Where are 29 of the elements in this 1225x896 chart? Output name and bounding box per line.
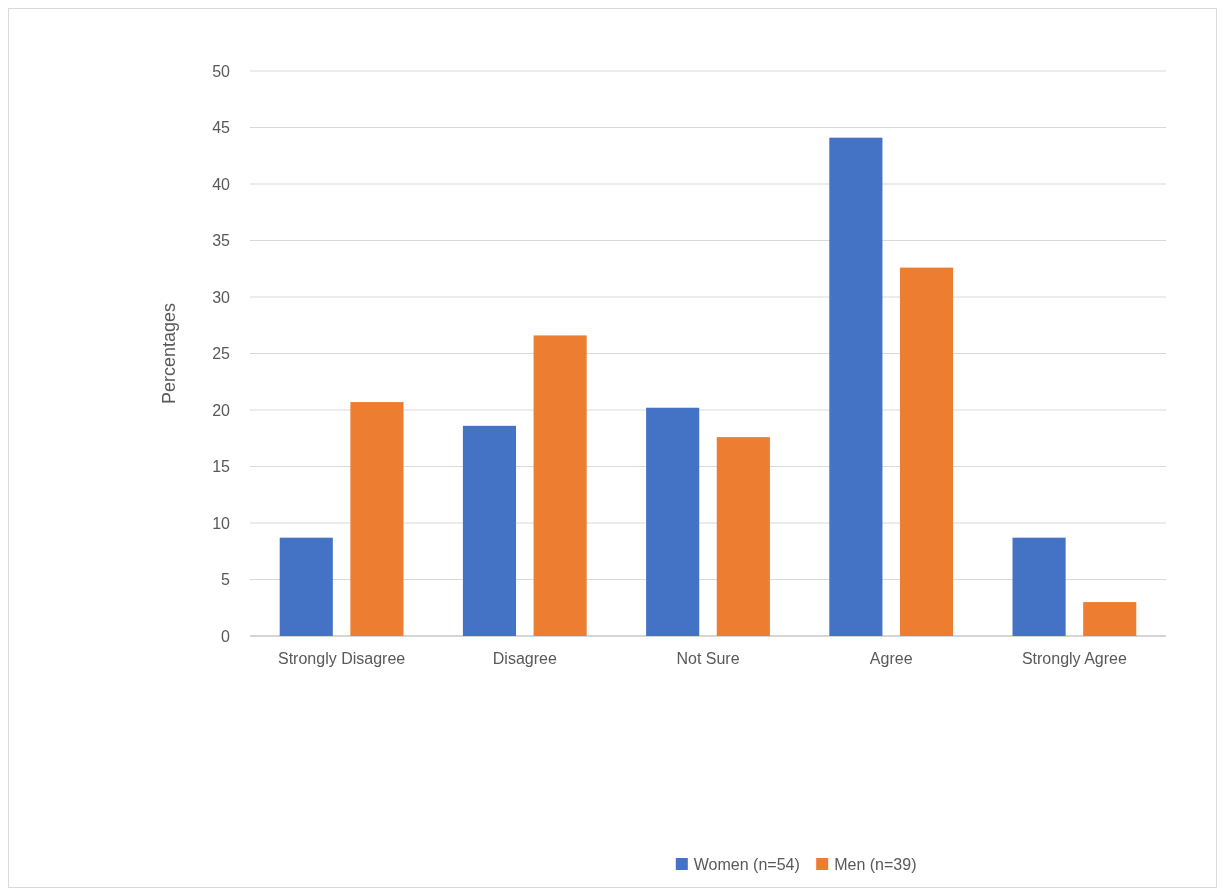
x-tick-label: Strongly Agree <box>1021 650 1127 667</box>
bar <box>533 335 587 636</box>
x-tick-label: Agree <box>869 650 913 667</box>
y-tick-label: 50 <box>212 62 231 80</box>
bar <box>1012 537 1066 636</box>
bar <box>646 407 700 636</box>
y-axis-title: Percentages <box>159 302 179 405</box>
bar <box>829 137 883 636</box>
bar <box>462 425 517 636</box>
y-tick-label: 5 <box>221 571 231 589</box>
y-tick-label: 15 <box>212 458 231 476</box>
x-tick-label: Disagree <box>492 650 557 667</box>
legend-label: Women (n=54) <box>693 855 800 873</box>
y-tick-label: 10 <box>212 514 231 532</box>
legend-label: Men (n=39) <box>834 855 917 873</box>
y-tick-label: 30 <box>212 288 231 306</box>
bar <box>899 267 954 636</box>
bar <box>279 537 333 636</box>
bar <box>350 402 404 636</box>
bar <box>1083 602 1137 636</box>
x-tick-label: Not Sure <box>676 650 740 667</box>
y-tick-label: 0 <box>221 627 231 645</box>
y-tick-label: 25 <box>212 345 231 363</box>
y-tick-label: 20 <box>212 401 231 419</box>
bar <box>716 437 770 636</box>
y-tick-label: 45 <box>212 119 231 137</box>
y-tick-label: 40 <box>212 175 231 193</box>
y-tick-label: 35 <box>212 232 231 250</box>
x-tick-label: Strongly Disagree <box>278 650 406 667</box>
